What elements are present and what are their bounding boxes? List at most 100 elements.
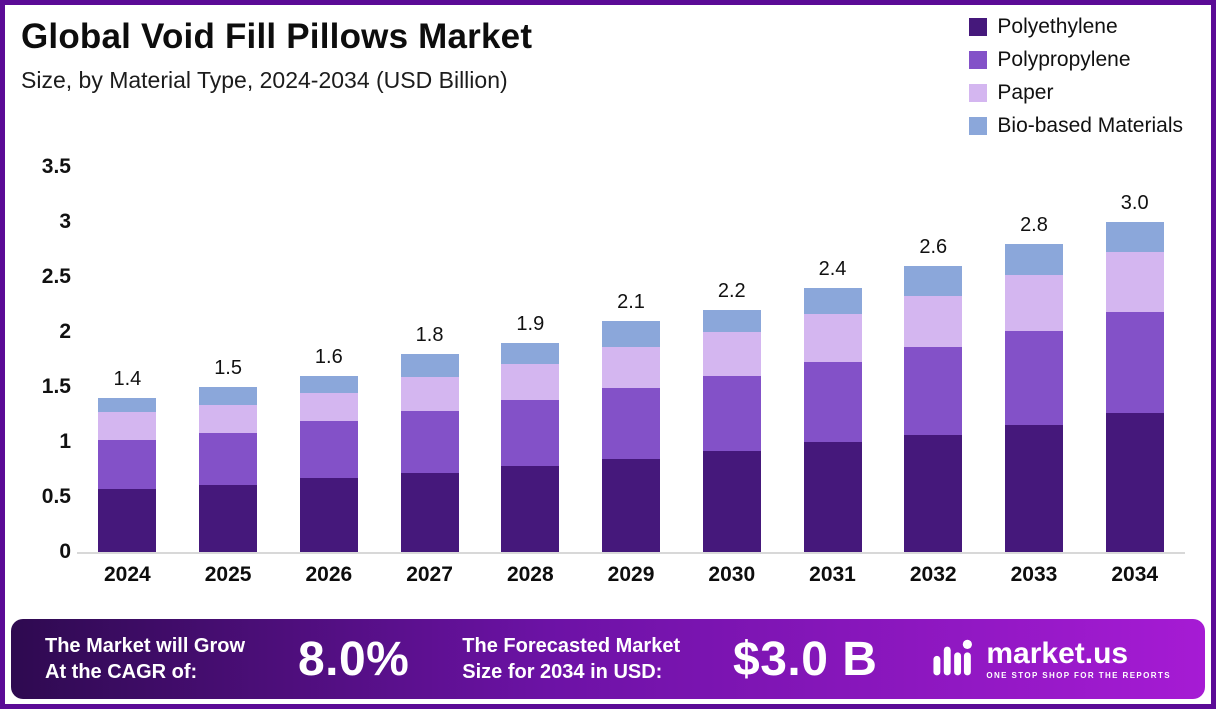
cagr-label-line1: The Market will Grow [45, 635, 246, 657]
marketus-logo-icon [930, 634, 976, 685]
legend-label: Polyethylene [997, 15, 1118, 38]
x-axis-label: 2029 [607, 563, 655, 586]
y-axis-tick: 2.5 [41, 265, 71, 288]
bar-segment-bio-based-materials [299, 376, 358, 393]
bar-segment-paper [1105, 251, 1164, 313]
bar-total-label: 2.2 [717, 280, 746, 302]
stacked-bar [199, 387, 258, 552]
brand-name: market.us [986, 636, 1129, 670]
legend-swatch [969, 18, 988, 36]
stacked-bar [1105, 222, 1164, 552]
y-axis-tick: 1.5 [41, 375, 71, 398]
bar-segment-polypropylene [602, 388, 661, 459]
bar-segment-polyethylene [299, 478, 358, 552]
bar-segment-polypropylene [199, 433, 258, 485]
brand-block: market.us ONE STOP SHOP FOR THE REPORTS [930, 634, 1171, 685]
bar-segment-polyethylene [199, 484, 258, 552]
bar-column: 2.8 2033 [984, 167, 1085, 592]
bar-segment-polypropylene [1004, 330, 1063, 426]
x-axis-label: 2033 [1010, 563, 1058, 586]
y-axis-tick: 2 [59, 320, 71, 343]
bar-total-label: 1.6 [314, 346, 343, 368]
stacked-bar [299, 376, 358, 552]
bar-column: 1.5 2025 [178, 167, 279, 592]
bar-segment-polypropylene [400, 411, 459, 473]
bar-segment-polypropylene [702, 376, 761, 451]
stacked-bar [98, 398, 157, 552]
brand-text: market.us ONE STOP SHOP FOR THE REPORTS [986, 638, 1171, 681]
y-axis: 0 0.5 1 1.5 2 2.5 3 3.5 [21, 155, 77, 563]
x-axis-label: 2030 [708, 563, 756, 586]
legend-swatch [969, 51, 988, 69]
bar-column: 2.6 2032 [883, 167, 984, 592]
bar-segment-polyethylene [904, 435, 963, 552]
bar-segment-polypropylene [1105, 312, 1164, 414]
legend-swatch [969, 84, 988, 102]
forecast-label: The Forecasted Market Size for 2034 in U… [462, 633, 680, 685]
plot-columns: 1.4 2024 1.5 2025 1.6 2026 1.8 2027 1.9 2028 2.1 20… [77, 167, 1185, 592]
forecast-label-line1: The Forecasted Market [462, 635, 681, 657]
stacked-bar [904, 266, 963, 552]
x-axis-line [77, 552, 1185, 554]
bar-segment-polypropylene [904, 347, 963, 436]
legend-item: Bio-based Materials [969, 114, 1183, 138]
stacked-bar [702, 310, 761, 552]
footer-banner: The Market will Grow At the CAGR of: 8.0… [11, 619, 1205, 699]
legend-label: Paper [997, 81, 1054, 104]
bar-total-label: 1.8 [415, 324, 444, 346]
bar-segment-polyethylene [1105, 413, 1164, 552]
bar-segment-bio-based-materials [702, 310, 761, 332]
bar-segment-bio-based-materials [98, 398, 157, 413]
bar-segment-paper [904, 295, 963, 348]
bar-segment-polypropylene [299, 421, 358, 479]
x-axis-label: 2034 [1111, 563, 1159, 586]
bar-segment-paper [602, 347, 661, 389]
bar-total-label: 2.1 [617, 291, 645, 313]
brand-tagline: ONE STOP SHOP FOR THE REPORTS [986, 671, 1171, 681]
y-axis-tick: 3.5 [41, 155, 71, 178]
bar-segment-paper [199, 404, 258, 434]
bar-column: 1.4 2024 [77, 167, 178, 592]
bar-segment-bio-based-materials [602, 321, 661, 348]
bar-segment-polypropylene [501, 400, 560, 467]
bar-segment-paper [1004, 274, 1063, 331]
bar-total-label: 1.9 [516, 313, 545, 335]
bar-column: 2.1 2029 [581, 167, 682, 592]
bar-segment-polyethylene [98, 489, 157, 552]
bar-segment-paper [400, 377, 459, 412]
bar-column: 1.9 2028 [480, 167, 581, 592]
bar-segment-paper [803, 314, 862, 362]
bar-segment-paper [501, 363, 560, 401]
bar-total-label: 2.8 [1020, 214, 1048, 236]
cagr-value: 8.0% [297, 632, 410, 686]
chart-header: Global Void Fill Pillows Market Size, by… [21, 17, 1195, 94]
legend: Polyethylene Polypropylene Paper Bio-based … [969, 15, 1183, 138]
y-axis-tick: 3 [59, 210, 71, 233]
y-axis-tick: 1 [59, 430, 71, 453]
bar-segment-bio-based-materials [199, 387, 258, 405]
bar-total-label: 1.5 [214, 357, 242, 379]
stacked-bar [400, 354, 459, 552]
forecast-value: $3.0 B [733, 632, 878, 686]
x-axis-label: 2031 [809, 563, 856, 586]
x-axis-label: 2028 [506, 563, 554, 586]
x-axis-label: 2024 [104, 563, 151, 586]
bar-segment-bio-based-materials [400, 354, 459, 378]
cagr-label-line2: At the CAGR of: [45, 661, 198, 683]
stacked-bar [803, 288, 862, 552]
legend-swatch [969, 117, 988, 135]
legend-label: Bio-based Materials [997, 114, 1183, 137]
legend-item: Polyethylene [969, 15, 1183, 39]
bar-column: 2.2 2030 [681, 167, 782, 592]
bar-segment-polyethylene [1004, 425, 1063, 552]
bar-segment-polyethylene [501, 466, 560, 552]
bar-segment-polyethylene [400, 472, 459, 552]
bar-column: 1.8 2027 [379, 167, 480, 592]
bar-total-label: 3.0 [1120, 192, 1149, 214]
bar-segment-polypropylene [803, 361, 862, 442]
bar-segment-bio-based-materials [1105, 222, 1164, 252]
bar-column: 1.6 2026 [278, 167, 379, 592]
bar-total-label: 1.4 [113, 368, 142, 390]
bar-segment-polyethylene [602, 458, 661, 553]
